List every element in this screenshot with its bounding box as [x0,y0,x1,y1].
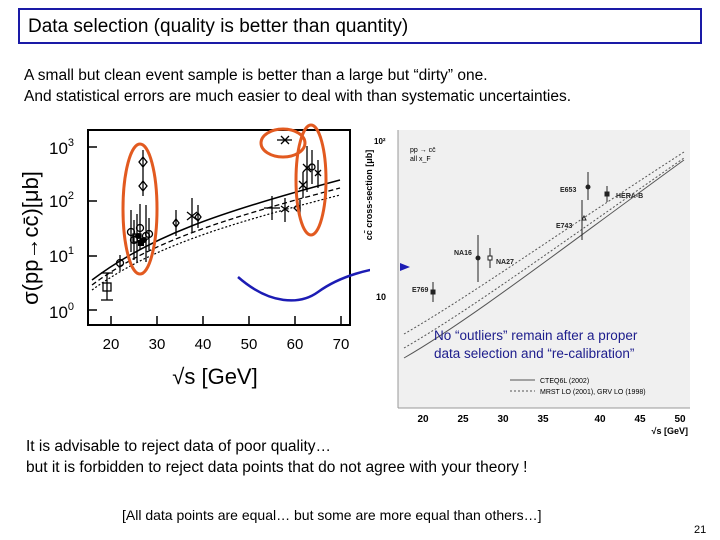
right-curve-dotted-upper [403,151,685,335]
left-y-tick-10: 101 [49,245,74,266]
outlier-ellipses [121,123,328,276]
label-na27: NA27 [496,259,514,266]
left-y-axis-label: σ(pp→cc̄)[μb] [18,171,43,305]
left-curve-dashed [91,187,341,286]
right-curve-solid [403,159,685,359]
left-data-points [101,135,322,301]
left-x-tick-70: 70 [333,336,350,353]
left-filled-points [135,233,147,246]
outlier-ellipse-high-energy [294,123,328,237]
left-plot-svg: σ(pp→cc̄)[μb] 103 102 101 100 20 30 40 5… [18,123,399,389]
right-x-tick-45: 45 [634,414,646,425]
left-y-tick-100: 102 [49,190,74,211]
callout-line-1: No “outliers” remain after a proper [434,328,638,343]
right-y-axis-label: cc̄ cross-section [μb] [364,150,374,241]
right-x-axis-label: √s [GeV] [652,426,688,436]
page-number: 21 [694,524,707,536]
right-x-tick-20: 20 [417,414,429,425]
left-curve-dotted [91,194,341,291]
right-y-tick-100: 10² [374,137,386,146]
legend-label-cteq: CTEQ6L (2002) [540,378,589,385]
callout-line-2: data selection and “re-calibration” [434,346,635,361]
right-data-points [430,172,610,302]
label-na16: NA16 [454,250,472,257]
footnote: [All data points are equal… but some are… [122,507,542,523]
left-plot: σ(pp→cc̄)[μb] 103 102 101 100 20 30 40 5… [0,118,399,393]
slide-title: Data selection (quality is better than q… [28,16,409,37]
callout-text: No “outliers” remain after a proper data… [434,327,637,363]
left-x-tick-labels: 20 30 40 50 60 70 [103,336,350,353]
right-experiment-labels: E653 HERA-B E743 NA16 NA27 E769 [412,187,643,294]
right-x-tick-25: 25 [457,414,469,425]
right-plot-svg: cc̄ cross-section [μb] 10² 10 pp → cc̄ a… [364,130,690,436]
right-theory-curves [403,151,685,359]
intro-line-1: A small but clean event sample is better… [24,67,488,84]
intro-line-2: And statistical errors are much easier t… [24,88,572,105]
left-y-tick-1: 100 [49,301,74,322]
right-x-tick-30: 30 [497,414,509,425]
connector-arrowhead [400,263,410,271]
lower-text: It is advisable to reject data of poor q… [26,436,527,478]
label-e743: E743 [556,223,572,230]
legend-label-mrst: MRST LO (2001), GRV LO (1998) [540,389,646,396]
right-plot: cc̄ cross-section [μb] 10² 10 pp → cc̄ a… [358,124,714,440]
left-x-tick-40: 40 [195,336,212,353]
left-y-tick-1000: 103 [49,137,74,158]
lower-line-1: It is advisable to reject data of poor q… [26,438,331,455]
right-inset-line-2: all x_F [410,156,431,163]
right-y-tick-10: 10 [376,292,386,302]
right-x-tick-35: 35 [537,414,549,425]
right-legend: CTEQ6L (2002) MRST LO (2001), GRV LO (19… [510,378,646,396]
right-x-tick-50: 50 [674,414,686,425]
right-plot-background [398,130,690,408]
left-tick-marks [88,146,342,325]
title-box: Data selection (quality is better than q… [18,8,702,44]
outlier-ellipse-low-energy [121,142,159,276]
left-plot-frame [87,129,351,326]
right-curve-dotted-lower [403,157,685,349]
left-y-tick-labels: 103 102 101 100 [49,137,74,322]
label-e769: E769 [412,287,428,294]
right-x-tick-40: 40 [594,414,606,425]
right-x-tick-labels: 20 25 30 35 40 45 50 [417,414,686,425]
label-e653: E653 [560,187,576,194]
left-x-tick-60: 60 [287,336,304,353]
lower-line-2: but it is forbidden to reject data point… [26,459,528,476]
label-herab: HERA-B [616,193,643,200]
left-x-tick-50: 50 [241,336,258,353]
left-x-tick-20: 20 [103,336,120,353]
intro-text: A small but clean event sample is better… [24,65,571,107]
left-x-axis-label: √s [GeV] [172,364,257,389]
left-x-tick-30: 30 [149,336,166,353]
outlier-ellipse-top [259,127,307,159]
right-inset-line-1: pp → cc̄ [410,147,436,154]
